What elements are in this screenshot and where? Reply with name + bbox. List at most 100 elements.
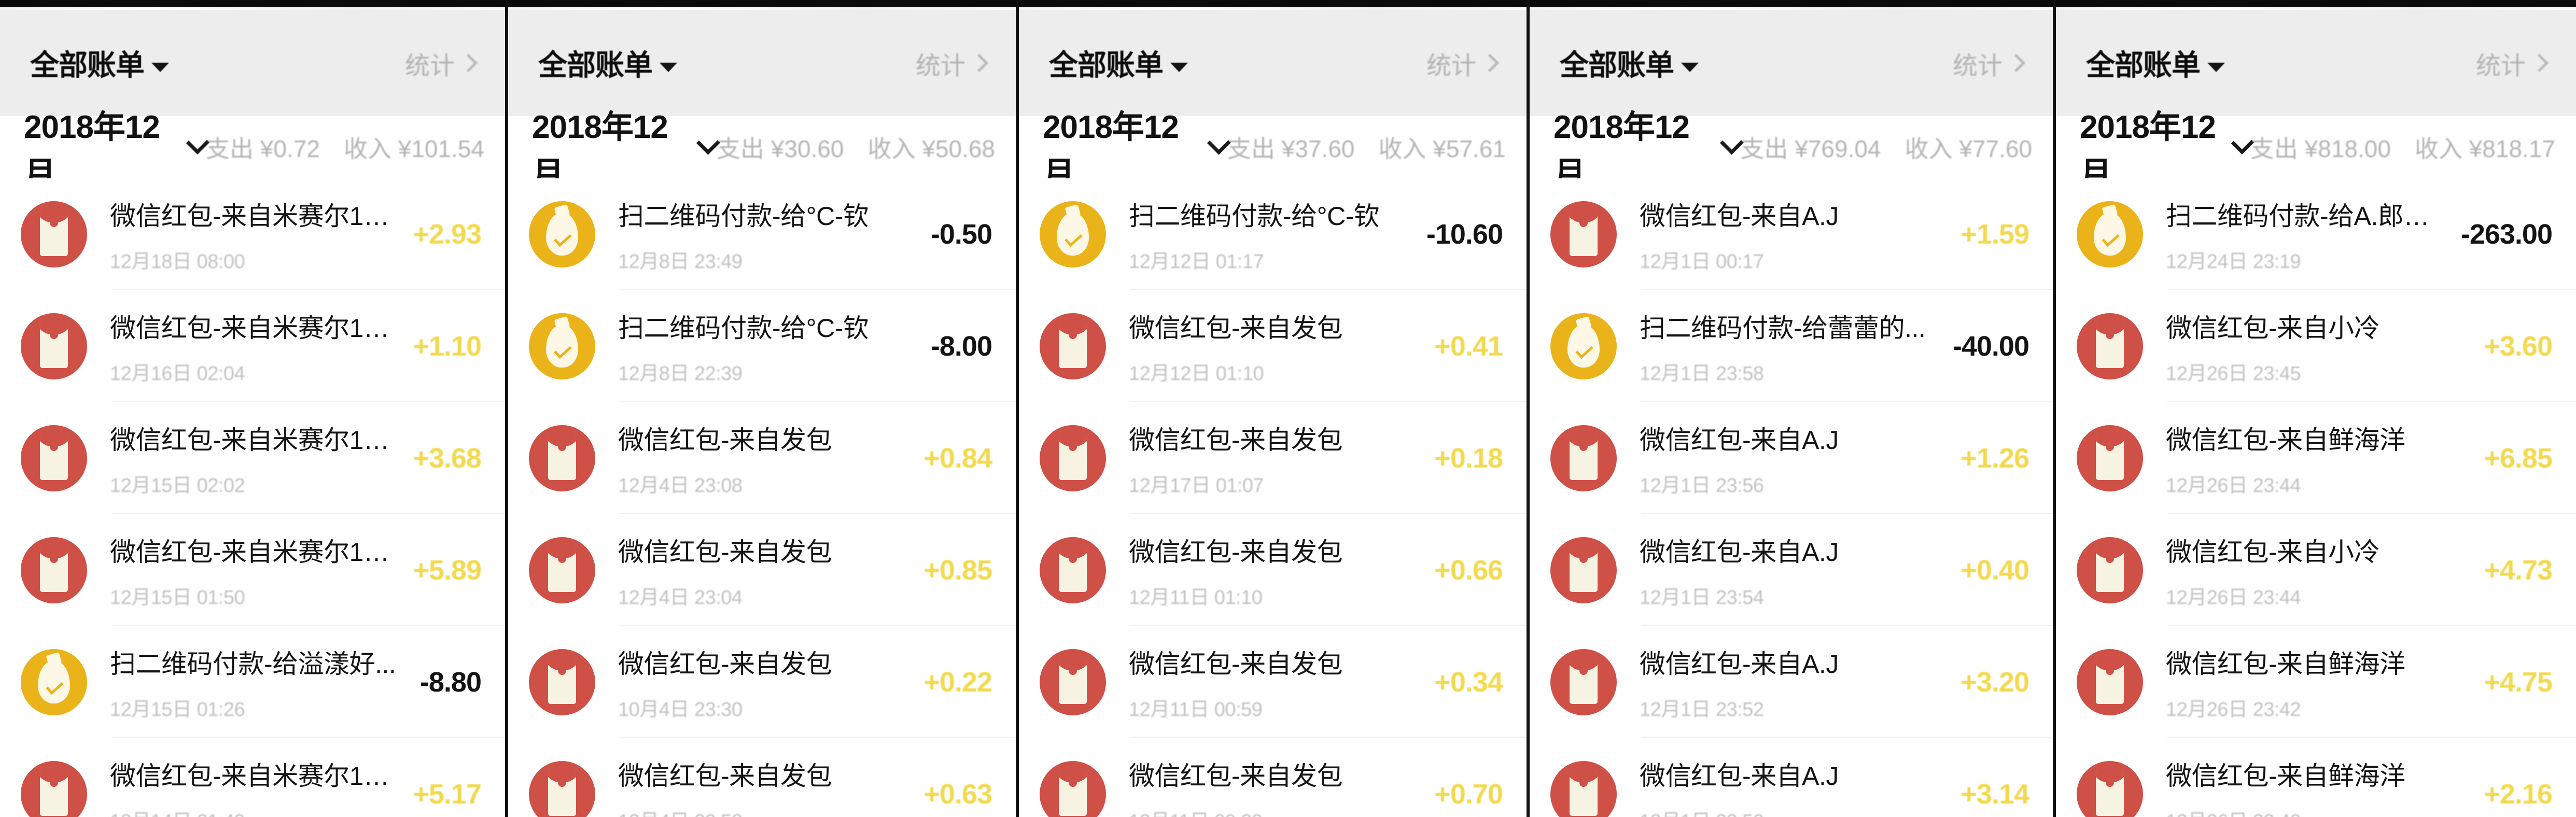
- transaction-amount: +0.34: [1434, 667, 1503, 698]
- transaction-amount: +0.70: [1434, 779, 1503, 810]
- transaction-row[interactable]: 微信红包-来自A.J 12月1日 23:54 +0.40: [1530, 514, 2053, 626]
- transaction-title: 微信红包-来自米赛尔12-...: [110, 761, 400, 791]
- transaction-row[interactable]: 微信红包-来自米赛尔12-... 12月18日 08:00 +2.93: [0, 178, 505, 290]
- transaction-row[interactable]: 微信红包-来自发包 12月12日 01:10 +0.41: [1019, 290, 1527, 402]
- transaction-row[interactable]: 微信红包-来自发包 12月4日 23:04 +0.85: [508, 514, 1016, 626]
- transaction-row[interactable]: 微信红包-来自A.J 12月1日 00:17 +1.59: [1530, 178, 2053, 290]
- month-selector[interactable]: 2018年12月: [24, 101, 210, 194]
- transaction-row[interactable]: 微信红包-来自米赛尔12-... 12月15日 02:02 +3.68: [0, 402, 505, 514]
- transaction-row[interactable]: 微信红包-来自鲜海洋 12月26日 23:44 +6.85: [2056, 402, 2576, 514]
- transaction-text: 扫二维码付款-给溢漾好... 12月15日 01:26: [110, 643, 407, 722]
- transaction-row[interactable]: 微信红包-来自发包 12月11日 01:10 +0.66: [1019, 514, 1527, 626]
- envelope-glyph-icon: [2096, 325, 2124, 368]
- envelope-glyph-icon: [1059, 660, 1087, 704]
- bill-filter-button[interactable]: 全部账单: [1560, 42, 1699, 84]
- transaction-title: 微信红包-来自米赛尔12-...: [110, 537, 400, 567]
- bill-filter-button[interactable]: 全部账单: [2086, 42, 2225, 84]
- chevron-right-icon: [459, 53, 478, 73]
- transaction-amount: -8.80: [419, 667, 482, 698]
- month-selector[interactable]: 2018年12月: [1043, 101, 1231, 194]
- statistics-button[interactable]: 统计: [916, 45, 989, 81]
- status-bar-strip: [0, 0, 505, 7]
- transaction-row[interactable]: 微信红包-来自鲜海洋 12月26日 23:40 +2.16: [2056, 738, 2576, 817]
- transaction-list[interactable]: 微信红包-来自A.J 12月1日 00:17 +1.59 扫二维码付款-给蕾蕾的...…: [1530, 178, 2053, 817]
- chevron-right-icon: [2007, 53, 2026, 73]
- money-bag-icon: [529, 313, 595, 379]
- transaction-row[interactable]: 扫二维码付款-给A.郎乐... 12月24日 23:19 -263.00: [2056, 178, 2576, 290]
- transaction-title: 微信红包-来自米赛尔12-...: [110, 313, 400, 343]
- totals: 支出 ¥818.00 收入 ¥818.17: [2250, 130, 2555, 164]
- transaction-date: 12月15日 01:50: [110, 586, 245, 609]
- transaction-row[interactable]: 微信红包-来自发包 12月11日 00:20 +0.70: [1019, 738, 1527, 817]
- transaction-text: 微信红包-来自发包 12月4日 22:58: [618, 755, 910, 817]
- navbar: 全部账单 统计: [1530, 10, 2053, 116]
- transaction-date: 12月8日 23:49: [618, 250, 743, 273]
- transaction-list[interactable]: 扫二维码付款-给°C-钦 12月12日 01:17 -10.60 微信红包-来自发包 1…: [1019, 178, 1527, 817]
- chevron-down-icon: [2207, 63, 2225, 72]
- transaction-title: 微信红包-来自鲜海洋: [2166, 425, 2405, 455]
- totals: 支出 ¥30.60 收入 ¥50.68: [717, 130, 995, 164]
- red-packet-icon: [2077, 649, 2143, 715]
- month-selector[interactable]: 2018年12月: [1553, 101, 1744, 194]
- transaction-title: 扫二维码付款-给°C-钦: [1129, 201, 1380, 231]
- transaction-row[interactable]: 微信红包-来自发包 12月4日 23:08 +0.84: [508, 402, 1016, 514]
- transaction-row[interactable]: 微信红包-来自A.J 12月1日 23:56 +1.26: [1530, 402, 2053, 514]
- income-total: 收入 ¥57.61: [1378, 135, 1506, 162]
- envelope-glyph-icon: [1059, 772, 1087, 816]
- transaction-date: 12月1日 23:58: [1640, 362, 1764, 385]
- statistics-label: 统计: [404, 52, 455, 80]
- transaction-date: 12月11日 00:59: [1129, 698, 1263, 721]
- navbar: 全部账单 统计: [1019, 10, 1527, 116]
- transaction-title: 扫二维码付款-给A.郎乐...: [2166, 201, 2447, 231]
- transaction-row[interactable]: 扫二维码付款-给°C-钦 12月12日 01:17 -10.60: [1019, 178, 1527, 290]
- statistics-button[interactable]: 统计: [1426, 45, 1500, 81]
- statistics-button[interactable]: 统计: [2476, 45, 2549, 81]
- transaction-list[interactable]: 微信红包-来自米赛尔12-... 12月18日 08:00 +2.93 微信红包-来自…: [0, 178, 505, 817]
- transaction-row[interactable]: 微信红包-来自发包 12月11日 00:59 +0.34: [1019, 626, 1527, 738]
- transaction-list[interactable]: 扫二维码付款-给A.郎乐... 12月24日 23:19 -263.00 微信红包-来…: [2056, 178, 2576, 817]
- month-selector[interactable]: 2018年12月: [532, 101, 721, 194]
- transaction-text: 微信红包-来自A.J 12月1日 23:54: [1640, 531, 1947, 610]
- statistics-button[interactable]: 统计: [404, 45, 478, 81]
- transaction-date: 12月1日 00:17: [1640, 250, 1764, 273]
- transaction-row[interactable]: 扫二维码付款-给蕾蕾的... 12月1日 23:58 -40.00: [1530, 290, 2053, 402]
- expense-total: 支出 ¥818.00: [2250, 135, 2391, 162]
- transaction-row[interactable]: 扫二维码付款-给°C-钦 12月8日 22:39 -8.00: [508, 290, 1016, 402]
- transaction-row[interactable]: 微信红包-来自发包 12月17日 01:07 +0.18: [1019, 402, 1527, 514]
- transaction-row[interactable]: 微信红包-来自鲜海洋 12月26日 23:42 +4.75: [2056, 626, 2576, 738]
- transaction-row[interactable]: 微信红包-来自小冷 12月26日 23:45 +3.60: [2056, 290, 2576, 402]
- statistics-button[interactable]: 统计: [1953, 45, 2026, 81]
- envelope-glyph-icon: [1059, 325, 1087, 368]
- red-packet-icon: [1550, 425, 1617, 491]
- bill-filter-button[interactable]: 全部账单: [1049, 42, 1188, 84]
- month-summary: 2018年12月 支出 ¥30.60 收入 ¥50.68: [508, 109, 1016, 192]
- transaction-amount: +0.85: [923, 555, 992, 586]
- bag-glyph-icon: [1567, 325, 1600, 368]
- transaction-amount: +0.66: [1434, 555, 1503, 586]
- transaction-list[interactable]: 扫二维码付款-给°C-钦 12月8日 23:49 -0.50 扫二维码付款-给°C-钦…: [508, 178, 1016, 817]
- transaction-row[interactable]: 微信红包-来自米赛尔12-... 12月16日 02:04 +1.10: [0, 290, 505, 402]
- transaction-text: 微信红包-来自A.J 12月1日 23:50: [1640, 755, 1947, 817]
- transaction-row[interactable]: 微信红包-来自A.J 12月1日 23:52 +3.20: [1530, 626, 2053, 738]
- transaction-date: 12月4日 23:04: [618, 586, 743, 609]
- bill-filter-button[interactable]: 全部账单: [30, 42, 169, 84]
- transaction-amount: +3.14: [1961, 779, 2029, 810]
- month-summary: 2018年12月 支出 ¥818.00 收入 ¥818.17: [2056, 109, 2576, 192]
- transaction-row[interactable]: 微信红包-来自米赛尔12-... 12月14日 01:49 +5.17: [0, 738, 505, 817]
- bill-filter-label: 全部账单: [1049, 49, 1164, 81]
- transaction-date: 12月26日 23:42: [2166, 698, 2301, 721]
- transaction-text: 扫二维码付款-给A.郎乐... 12月24日 23:19: [2166, 195, 2447, 274]
- transaction-row[interactable]: 微信红包-来自A.J 12月1日 23:50 +3.14: [1530, 738, 2053, 817]
- transaction-row[interactable]: 微信红包-来自小冷 12月26日 23:44 +4.73: [2056, 514, 2576, 626]
- transaction-row[interactable]: 扫二维码付款-给°C-钦 12月8日 23:49 -0.50: [508, 178, 1016, 290]
- transaction-row[interactable]: 微信红包-来自发包 10月4日 23:30 +0.22: [508, 626, 1016, 738]
- red-packet-icon: [1040, 761, 1106, 817]
- transaction-row[interactable]: 扫二维码付款-给溢漾好... 12月15日 01:26 -8.80: [0, 626, 505, 738]
- red-packet-icon: [2077, 537, 2143, 603]
- transaction-date: 12月17日 01:07: [1129, 474, 1264, 497]
- transaction-row[interactable]: 微信红包-来自米赛尔12-... 12月15日 01:50 +5.89: [0, 514, 505, 626]
- transaction-row[interactable]: 微信红包-来自发包 12月4日 22:58 +0.63: [508, 738, 1016, 817]
- bill-filter-button[interactable]: 全部账单: [538, 42, 677, 84]
- navbar: 全部账单 统计: [0, 10, 505, 116]
- transaction-text: 微信红包-来自发包 12月4日 23:08: [618, 419, 910, 498]
